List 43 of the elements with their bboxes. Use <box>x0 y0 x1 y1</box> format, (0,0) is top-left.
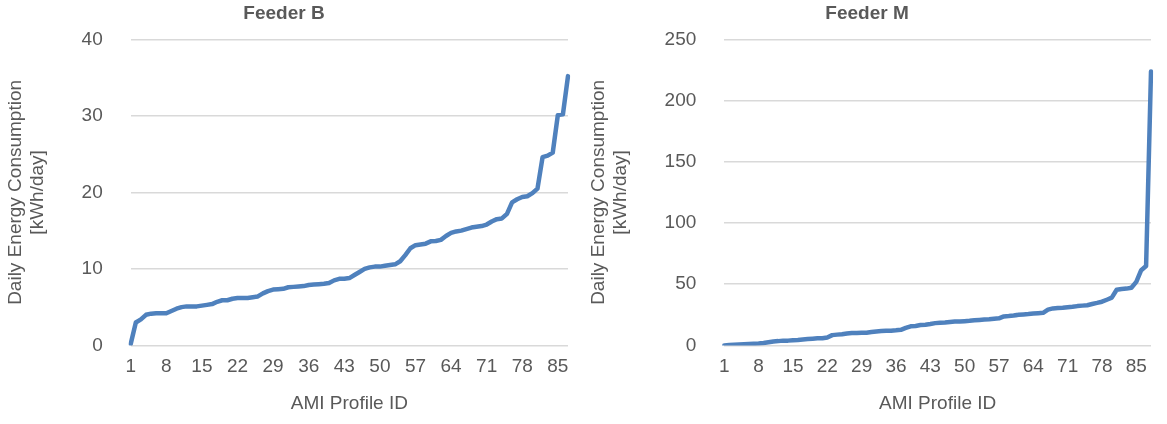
chart-title: Feeder B <box>243 2 325 24</box>
x-tick-label: 78 <box>511 355 533 377</box>
x-tick-label: 85 <box>547 355 569 377</box>
chart-title: Feeder M <box>825 2 909 24</box>
x-axis-title: AMI Profile ID <box>290 391 408 413</box>
y-tick-label: 150 <box>664 150 697 172</box>
x-tick-label: 8 <box>753 355 764 377</box>
y-tick-label: 200 <box>664 88 697 110</box>
y-tick-label: 30 <box>81 104 103 126</box>
y-tick-label: 50 <box>675 272 697 294</box>
x-tick-label: 15 <box>191 355 213 377</box>
x-tick-label: 29 <box>262 355 284 377</box>
y-tick-label: 40 <box>81 27 103 49</box>
x-tick-label: 36 <box>298 355 320 377</box>
x-tick-label: 64 <box>1022 355 1045 377</box>
x-tick-label: 43 <box>919 355 941 377</box>
x-tick-label: 71 <box>476 355 498 377</box>
x-tick-label: 71 <box>1057 355 1079 377</box>
x-axis-title: AMI Profile ID <box>879 391 997 413</box>
x-tick-label: 50 <box>954 355 976 377</box>
y-tick-label: 250 <box>664 27 697 49</box>
y-axis-title: Daily Energy Consumption [kWh/day] <box>586 79 631 305</box>
x-tick-label: 57 <box>988 355 1010 377</box>
x-tick-label: 64 <box>440 355 463 377</box>
y-axis-title: Daily Energy Consumption [kWh/day] <box>3 79 48 305</box>
y-tick-label: 20 <box>81 180 103 202</box>
y-tick-label: 100 <box>664 211 697 233</box>
x-tick-label: 22 <box>226 355 249 377</box>
x-tick-label: 1 <box>125 355 137 377</box>
x-tick-label: 85 <box>1125 355 1147 377</box>
y-tick-label: 10 <box>81 257 103 279</box>
y-tick-label: 0 <box>92 333 103 355</box>
x-tick-label: 78 <box>1091 355 1113 377</box>
x-tick-label: 8 <box>161 355 172 377</box>
x-tick-label: 50 <box>369 355 391 377</box>
x-tick-label: 43 <box>333 355 355 377</box>
x-tick-label: 22 <box>816 355 838 377</box>
y-tick-label: 0 <box>685 333 697 355</box>
x-tick-label: 57 <box>404 355 427 377</box>
x-tick-label: 36 <box>885 355 907 377</box>
x-tick-label: 1 <box>719 355 730 377</box>
x-tick-label: 15 <box>782 355 804 377</box>
x-tick-label: 29 <box>851 355 873 377</box>
